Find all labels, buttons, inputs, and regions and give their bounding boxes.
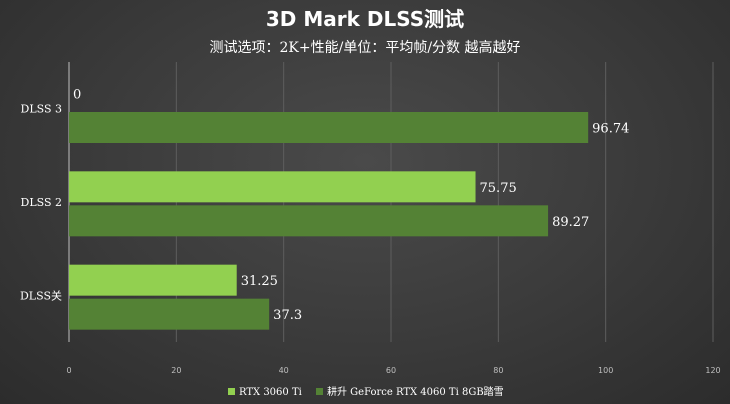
x-tick-label: 40: [279, 366, 289, 375]
bar: [69, 171, 476, 203]
category-label: DLSS 3: [21, 103, 63, 116]
legend-label: RTX 3060 Ti: [239, 387, 302, 398]
legend-label: 耕升 GeForce RTX 4060 Ti 8GB踏雪: [327, 385, 504, 398]
bar: [69, 264, 237, 296]
data-label: 37.3: [273, 308, 302, 323]
x-tick-label: 100: [598, 366, 613, 375]
category-label: DLSS 2: [21, 196, 63, 209]
legend-swatch: [228, 388, 235, 395]
x-tick-label: 20: [171, 366, 181, 375]
legend: RTX 3060 Ti 耕升 GeForce RTX 4060 Ti 8GB踏雪: [228, 385, 504, 398]
bar: [69, 112, 589, 143]
x-tick-label: 120: [705, 366, 720, 375]
chart-subtitle: 测试选项：2K+性能/单位：平均帧/分数 越高越好: [210, 39, 521, 56]
bars: 0 96.74 75.75 89.27 31.25 37.3: [69, 88, 629, 330]
category-label: DLSS关: [20, 288, 62, 302]
x-tick-label: 80: [493, 366, 503, 375]
x-tick-label: 60: [386, 366, 396, 375]
data-label: 0: [73, 88, 81, 103]
x-tick-label: 0: [66, 366, 71, 375]
chart-title: 3D Mark DLSS测试: [266, 7, 464, 31]
data-label: 31.25: [241, 274, 278, 289]
category-labels: DLSS 3 DLSS 2 DLSS关: [20, 103, 62, 303]
bar: [69, 205, 549, 237]
data-label: 89.27: [552, 215, 589, 230]
legend-swatch: [316, 388, 323, 395]
data-label: 75.75: [480, 181, 517, 196]
data-label: 96.74: [592, 122, 629, 137]
bar: [69, 298, 270, 330]
x-tick-labels: 0 20 40 60 80 100 120: [66, 366, 720, 375]
